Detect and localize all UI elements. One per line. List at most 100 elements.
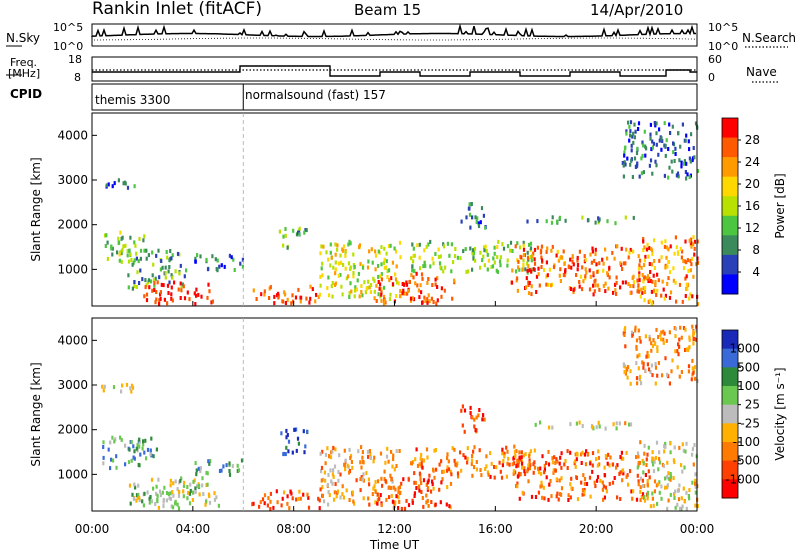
colorbar-tick-label: 500 (737, 360, 760, 374)
data-cell (195, 472, 198, 477)
data-cell (136, 270, 139, 275)
colorbar-swatch (722, 330, 738, 350)
data-cell (635, 376, 639, 381)
data-cell (639, 476, 642, 481)
data-cell (499, 469, 502, 474)
data-cell (484, 244, 487, 249)
data-cell (462, 453, 465, 458)
data-cell (407, 503, 411, 508)
data-cell (472, 449, 475, 454)
data-cell (506, 263, 509, 268)
data-cell (637, 286, 640, 291)
data-cell (499, 263, 502, 268)
data-cell (450, 472, 453, 477)
data-cell (361, 265, 365, 270)
data-cell (550, 248, 553, 253)
data-cell (690, 262, 693, 267)
y-axis-label: Slant Range [km] (29, 157, 43, 261)
data-cell (332, 445, 335, 450)
data-cell (155, 297, 158, 302)
colorbar-tick-label: 16 (745, 199, 760, 213)
data-cell (370, 283, 373, 288)
data-cell (318, 498, 321, 503)
data-cell (486, 267, 489, 272)
data-cell (324, 461, 327, 466)
data-cell (179, 296, 182, 300)
data-cell (623, 160, 626, 165)
data-cell (654, 455, 657, 460)
nsearch-tick-high: 10^5 (708, 21, 739, 34)
data-cell (642, 484, 645, 488)
data-cell (334, 267, 337, 272)
data-cell (304, 444, 307, 449)
data-cell (473, 465, 476, 470)
data-cell (479, 468, 482, 473)
data-cell (676, 365, 679, 370)
data-cell (526, 469, 529, 474)
data-cell (685, 260, 688, 265)
data-cell (433, 475, 436, 480)
data-cell (461, 423, 464, 428)
data-cell (397, 486, 400, 491)
data-cell (393, 503, 396, 508)
data-cell (606, 256, 609, 261)
data-cell (572, 288, 575, 293)
data-cell (645, 354, 648, 359)
data-cell (132, 444, 135, 449)
data-cell (526, 250, 529, 255)
data-cell (420, 272, 424, 277)
data-cell (642, 237, 645, 241)
data-cell (350, 460, 353, 464)
data-cell (683, 465, 686, 470)
data-cell (634, 328, 637, 333)
data-cell (683, 259, 686, 264)
data-cell (651, 139, 654, 144)
data-cell (696, 260, 700, 265)
data-cell (290, 491, 293, 496)
data-cell (352, 271, 355, 275)
data-cell (429, 239, 432, 244)
data-cell (679, 325, 682, 330)
data-cell (521, 461, 524, 466)
data-cell (463, 408, 467, 413)
data-cell (218, 264, 221, 269)
data-cell (233, 268, 236, 272)
data-cell (635, 455, 638, 460)
data-cell (642, 365, 645, 370)
data-cell (608, 463, 611, 468)
data-cell (122, 244, 125, 249)
data-cell (418, 242, 421, 247)
data-cell (633, 122, 636, 127)
data-cell (372, 486, 375, 491)
data-cell (557, 497, 560, 502)
data-cell (322, 477, 325, 482)
data-cell (133, 482, 136, 487)
data-cell (124, 462, 127, 467)
data-cell (154, 502, 157, 506)
data-cell (589, 274, 592, 279)
freq-label: Freq. (10, 56, 38, 69)
data-cell (549, 479, 552, 483)
data-cell (168, 280, 171, 285)
data-cell (359, 460, 362, 465)
data-cell (526, 219, 529, 224)
data-cell (662, 329, 665, 334)
data-cell (507, 456, 510, 461)
data-cell (636, 381, 639, 386)
data-cell (470, 202, 473, 206)
data-cell (427, 242, 430, 247)
data-cell (489, 451, 492, 456)
data-cell (374, 489, 377, 494)
data-cell (431, 256, 434, 261)
data-cell (336, 247, 339, 252)
data-cell (414, 281, 417, 286)
data-cell (349, 453, 353, 458)
data-cell (295, 497, 298, 502)
data-cell (106, 256, 109, 261)
data-cell (399, 289, 402, 294)
data-cell (398, 491, 402, 496)
data-cell (285, 428, 288, 433)
data-cell (582, 279, 585, 284)
data-cell (383, 469, 386, 474)
colorbar-tick-label: -100 (733, 435, 760, 449)
